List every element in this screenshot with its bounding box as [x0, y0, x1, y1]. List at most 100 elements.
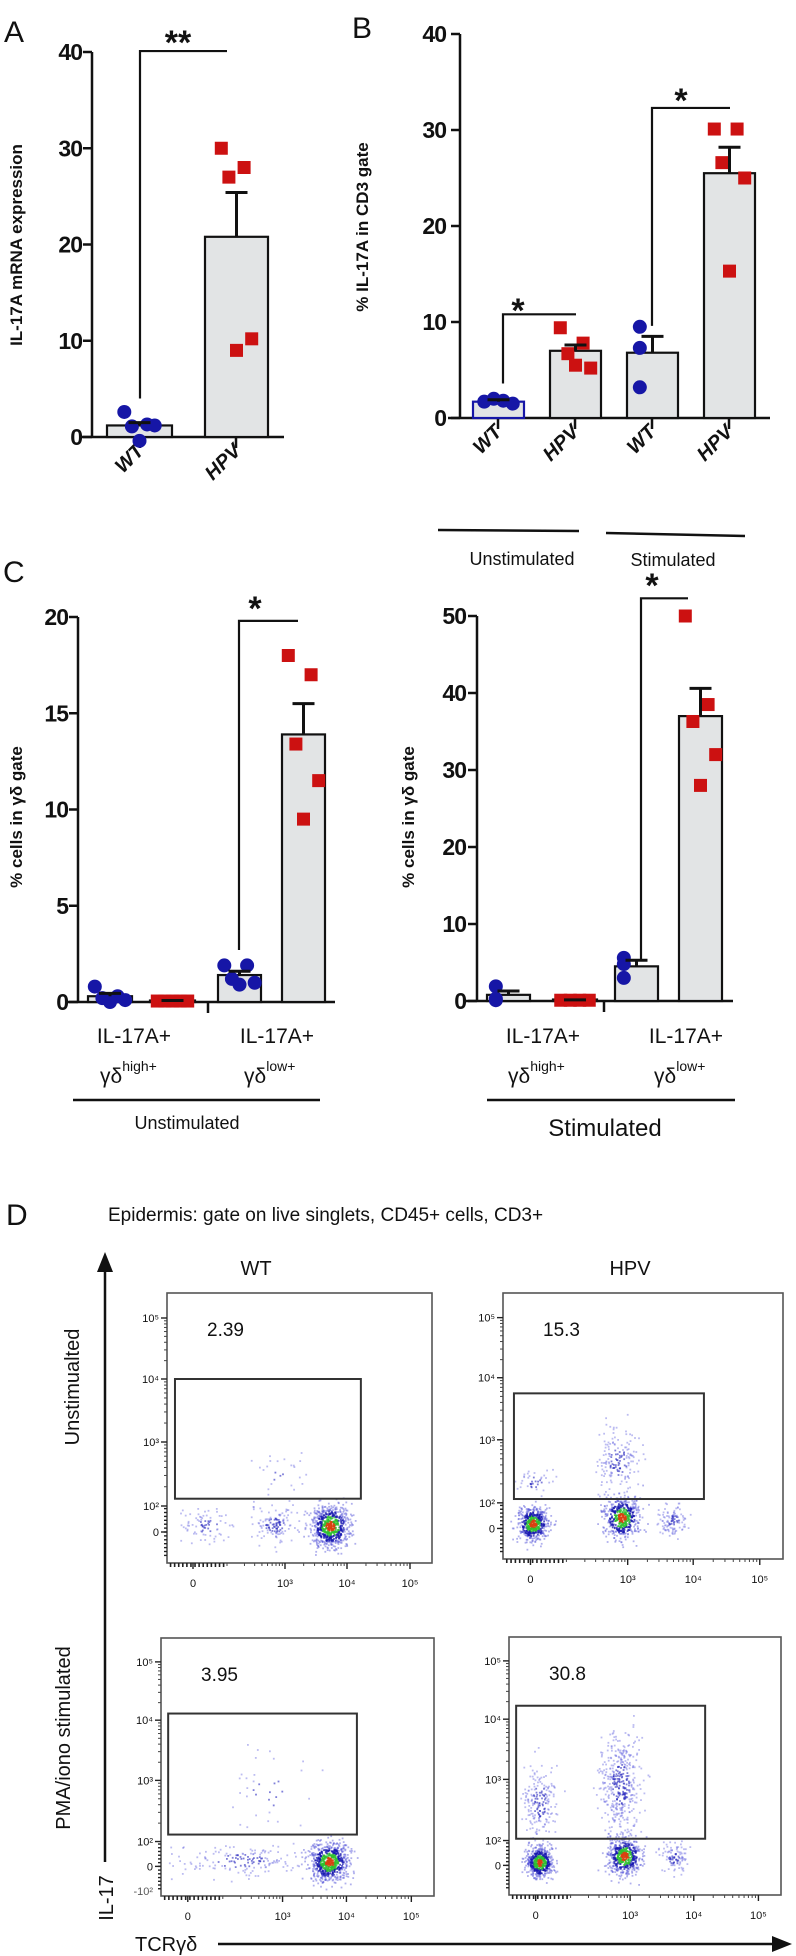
flow-event: [528, 1475, 531, 1477]
significance-label: *: [248, 590, 262, 628]
flow-event: [307, 1863, 309, 1866]
flow-event: [607, 1851, 610, 1854]
flow-row-label-unstimulated: Unstimualted: [62, 1329, 84, 1446]
flow-event: [633, 1869, 636, 1872]
flow-event: [628, 1529, 631, 1531]
flow-event: [530, 1541, 533, 1544]
flow-event: [637, 1507, 639, 1509]
flow-event: [539, 1848, 542, 1851]
flow-event: [317, 1504, 320, 1507]
flow-event: [608, 1862, 611, 1864]
flow-event: [201, 1517, 204, 1519]
flow-event: [630, 1844, 633, 1846]
flow-event: [547, 1808, 550, 1811]
flow-event: [320, 1850, 323, 1853]
flow-event: [531, 1827, 534, 1829]
flow-event: [349, 1532, 352, 1534]
flow-event: [334, 1542, 337, 1544]
flow-event: [540, 1513, 543, 1515]
flow-event: [637, 1521, 639, 1524]
flow-event: [624, 1532, 627, 1535]
flow-event: [339, 1511, 342, 1513]
flow-event: [316, 1853, 319, 1856]
flow-event: [629, 1472, 631, 1474]
flow-event: [637, 1845, 640, 1848]
flow-event: [538, 1875, 540, 1878]
flow-event: [663, 1528, 666, 1531]
flow-event: [551, 1870, 553, 1872]
flow-event: [603, 1440, 606, 1443]
gate-percentage: 2.39: [207, 1320, 244, 1341]
flow-event: [546, 1850, 549, 1852]
flow-event: [516, 1487, 519, 1490]
flow-event: [610, 1745, 613, 1748]
flow-event: [329, 1512, 332, 1515]
flow-event: [327, 1836, 330, 1839]
flow-event: [319, 1541, 321, 1543]
flow-event: [627, 1843, 629, 1845]
flow-event: [637, 1527, 639, 1529]
flow-event: [608, 1794, 610, 1797]
flow-event: [611, 1437, 614, 1440]
flow-event: [618, 1854, 621, 1856]
flow-event: [514, 1515, 517, 1517]
flow-event: [535, 1878, 538, 1881]
flow-event: [535, 1846, 537, 1849]
flow-event: [523, 1532, 525, 1535]
flow-event: [608, 1859, 611, 1862]
flow-event: [317, 1531, 320, 1533]
flow-event: [616, 1862, 619, 1865]
flow-event: [534, 1779, 537, 1782]
flow-event: [319, 1532, 322, 1534]
flow-event: [314, 1853, 317, 1856]
flow-event: [532, 1778, 535, 1780]
flow-event: [339, 1872, 341, 1874]
flow-event: [673, 1523, 675, 1526]
flow-event: [628, 1443, 630, 1446]
flow-event: [546, 1795, 548, 1798]
flow-event: [598, 1458, 601, 1461]
flow-event: [341, 1874, 344, 1877]
flow-event: [541, 1872, 543, 1875]
flow-y-tick-label: 0: [489, 1523, 495, 1535]
flow-event: [332, 1855, 335, 1857]
flow-event: [545, 1882, 548, 1884]
flow-event: [226, 1858, 228, 1860]
flow-event: [625, 1866, 628, 1869]
flow-event: [631, 1800, 634, 1802]
flow-event: [603, 1470, 605, 1473]
flow-event: [322, 1528, 324, 1530]
flow-event: [632, 1745, 634, 1748]
flow-event: [213, 1878, 215, 1881]
flow-event: [278, 1513, 281, 1516]
flow-event: [623, 1868, 626, 1870]
flow-event: [511, 1527, 514, 1530]
flow-event: [629, 1754, 632, 1757]
flow-event: [628, 1477, 630, 1480]
flow-event: [321, 1533, 324, 1535]
flow-event: [323, 1863, 326, 1866]
flow-event: [618, 1775, 621, 1778]
flow-event: [633, 1496, 636, 1499]
flow-event: [532, 1512, 535, 1515]
flow-event: [341, 1857, 344, 1860]
flow-event: [526, 1535, 529, 1538]
flow-event: [312, 1870, 315, 1873]
flow-event: [636, 1848, 639, 1851]
flow-event: [275, 1517, 277, 1520]
flow-event: [353, 1872, 355, 1875]
flow-event: [340, 1868, 343, 1871]
flow-event: [628, 1856, 631, 1859]
flow-event: [325, 1841, 328, 1844]
flow-event: [675, 1507, 678, 1510]
flow-event: [320, 1527, 323, 1530]
flow-event: [535, 1527, 537, 1530]
flow-event: [232, 1846, 235, 1848]
flow-event: [538, 1816, 540, 1819]
flow-event: [625, 1523, 628, 1525]
flow-event: [194, 1531, 196, 1534]
flow-event: [635, 1545, 638, 1547]
flow-event: [527, 1865, 530, 1868]
flow-event: [287, 1514, 289, 1517]
